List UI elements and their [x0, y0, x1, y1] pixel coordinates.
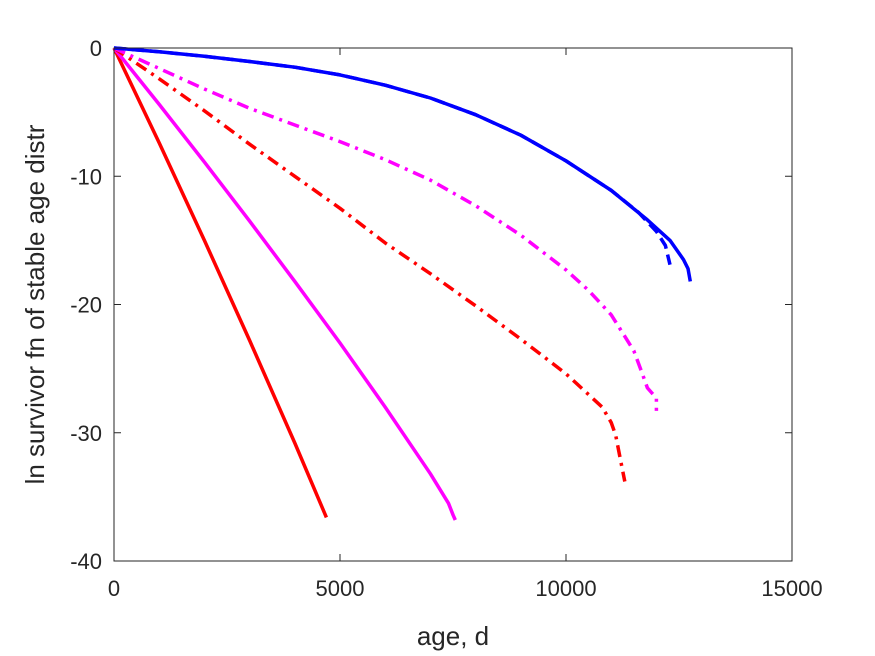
y-tick-label: -40	[70, 549, 102, 574]
series-line-4	[113, 46, 659, 411]
x-axis-label: age, d	[417, 621, 489, 651]
x-tick-label: 0	[108, 576, 120, 601]
y-tick-label: -30	[70, 421, 102, 446]
series-layer	[112, 46, 693, 521]
y-tick-label: 0	[90, 36, 102, 61]
ticks-layer: 0 5000 10000 15000 0 -10 -20 -30 -40	[70, 36, 822, 601]
x-tick-label: 5000	[316, 576, 365, 601]
series-line-1	[112, 47, 329, 519]
x-tick-label: 15000	[761, 576, 822, 601]
x-tick-label: 10000	[535, 576, 596, 601]
series-line-2	[112, 46, 457, 521]
y-tick-label: -20	[70, 293, 102, 318]
series-line-6	[113, 46, 693, 282]
y-tick-label: -10	[70, 164, 102, 189]
series-line-3	[113, 46, 627, 482]
y-axis-label: ln survivor fn of stable age distr	[20, 124, 50, 484]
